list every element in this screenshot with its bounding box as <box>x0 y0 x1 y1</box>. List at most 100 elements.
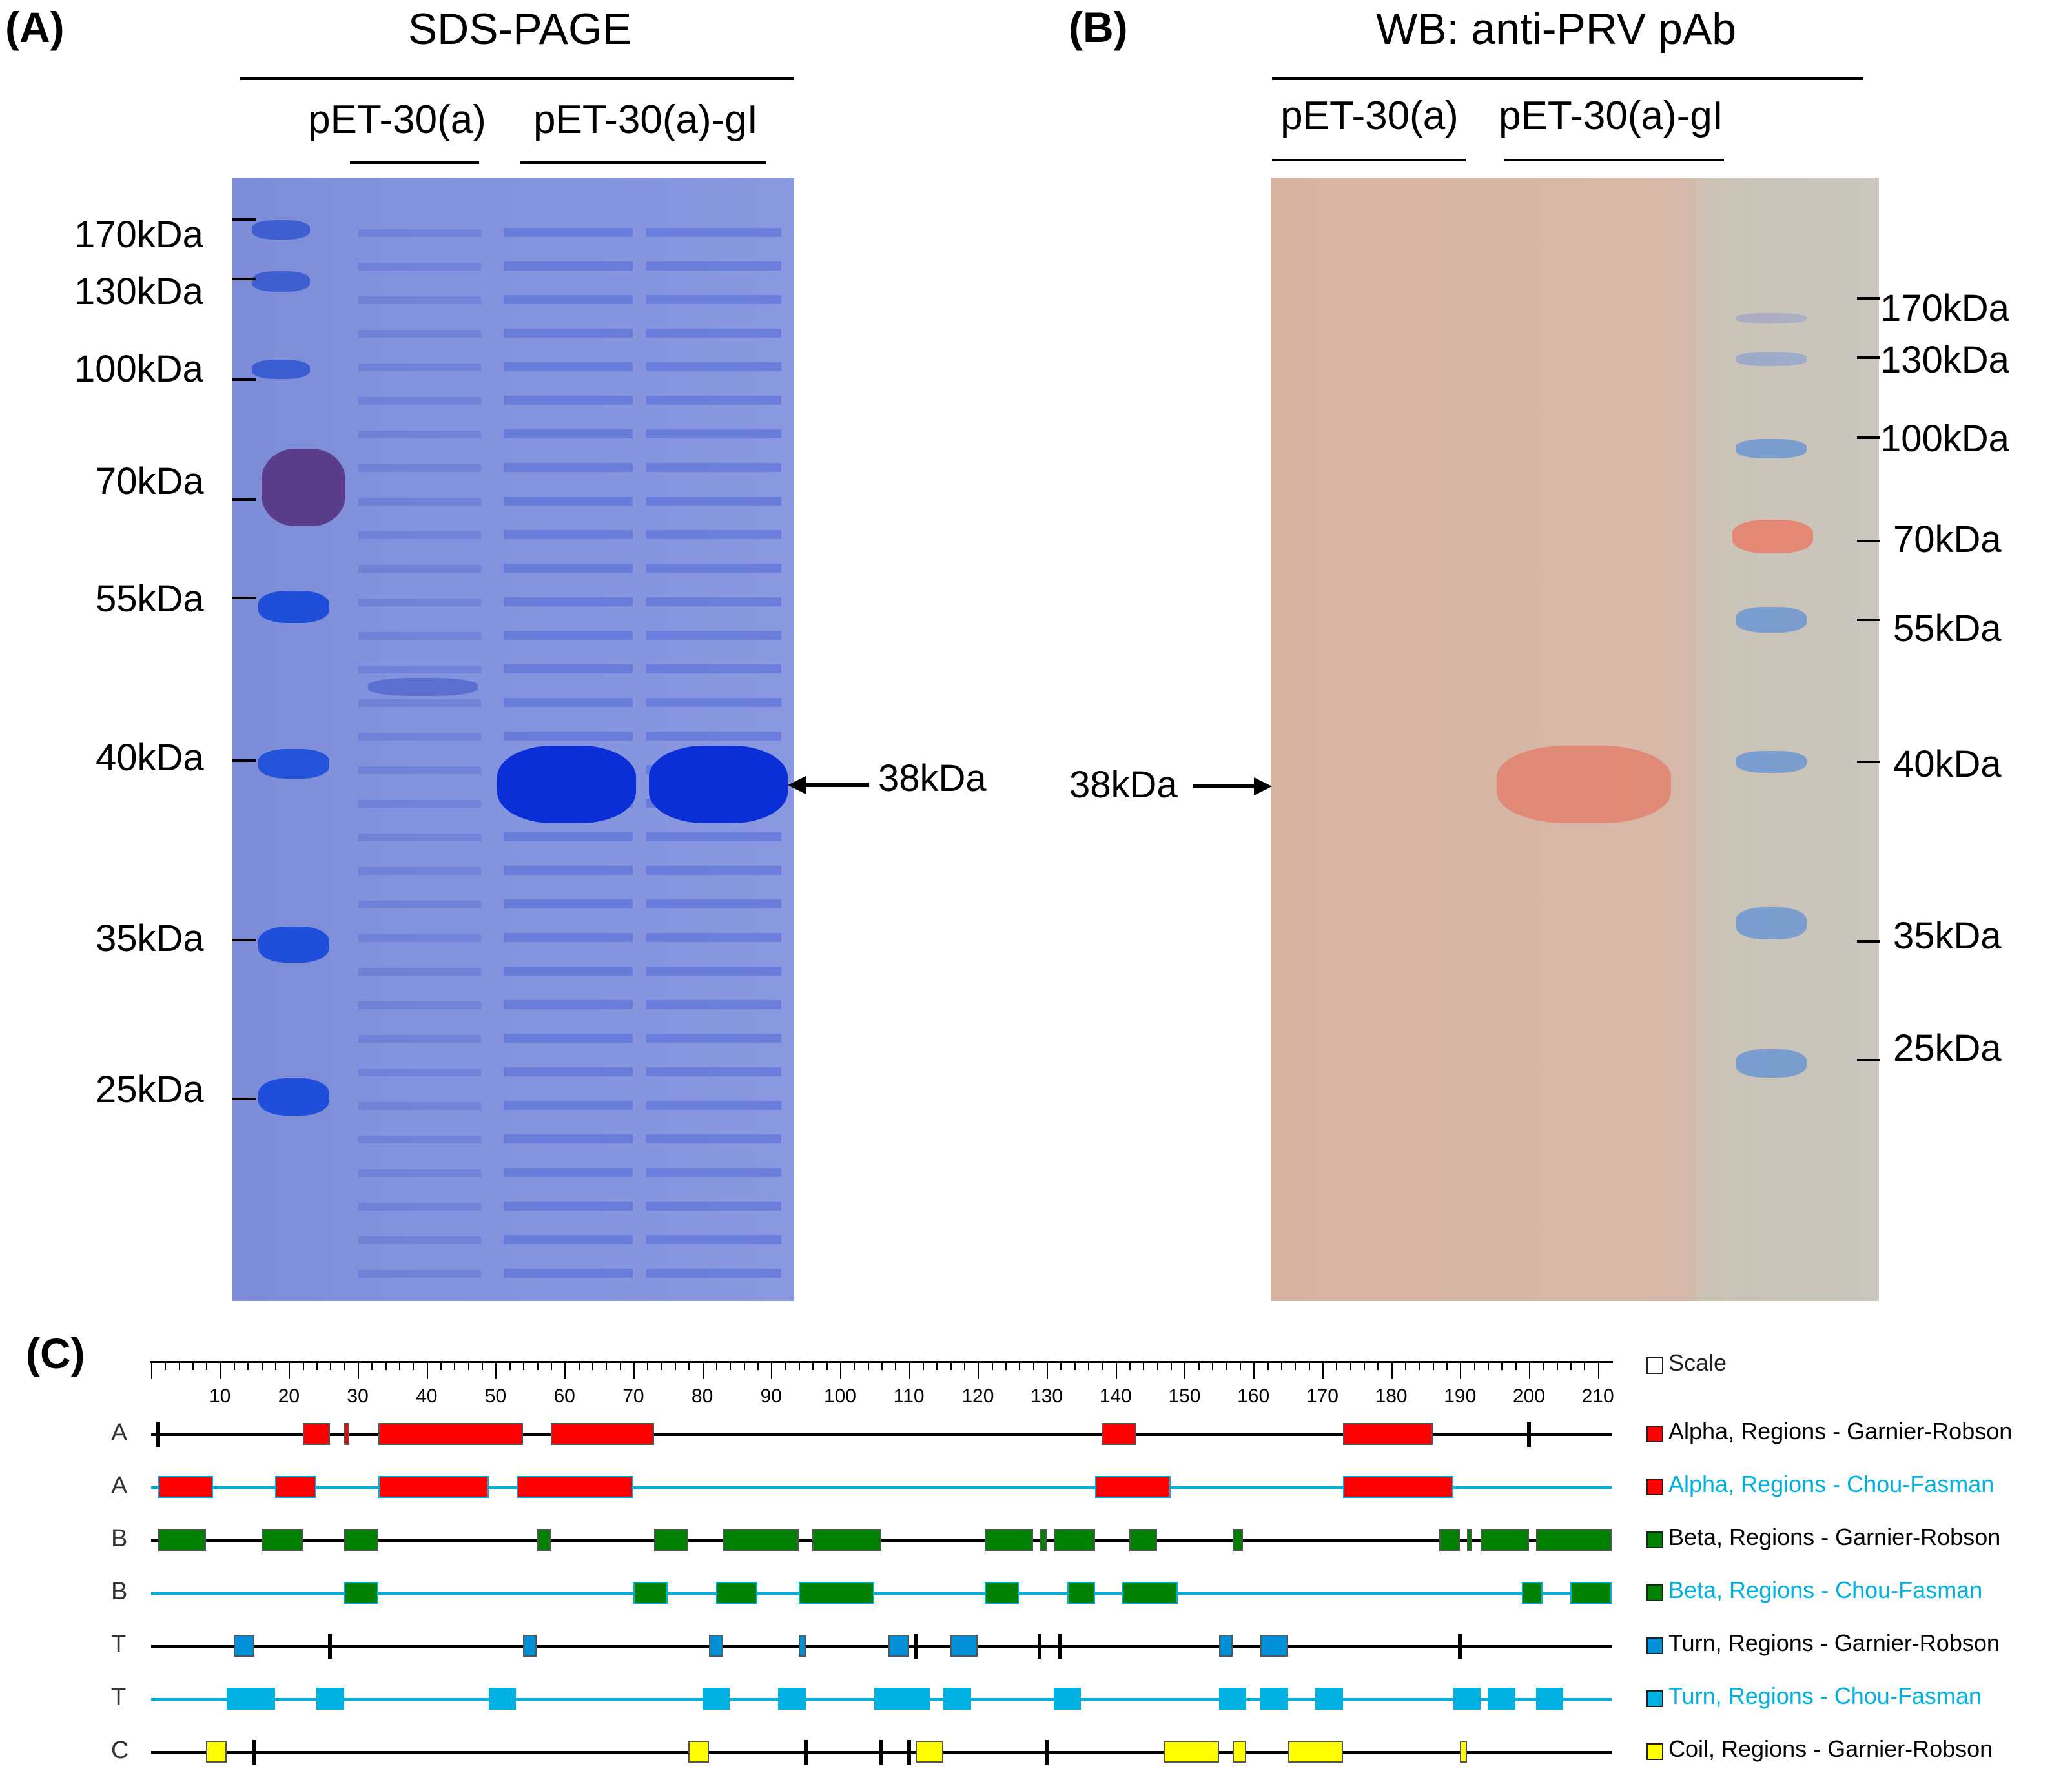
structure-segment <box>1481 1529 1529 1551</box>
scale-tick <box>234 1361 236 1370</box>
secondary-structure-plot: 10 20 30 40 50 60 70 80 90 100 110 120 130 140 150 160 1… <box>0 1343 2072 1782</box>
scale-tick-label: 80 <box>691 1386 713 1407</box>
scale-tick <box>247 1361 249 1370</box>
structure-segment <box>537 1529 551 1551</box>
panel-a-tick-25 <box>232 1098 256 1100</box>
scale-tick-label: 110 <box>893 1386 925 1407</box>
legend-swatch <box>1646 1584 1663 1601</box>
scale-tick <box>1088 1361 1090 1370</box>
wb-marker-40 <box>1736 751 1807 773</box>
panel-a-tick-70 <box>232 498 256 501</box>
panel-b-title-underline <box>1272 77 1863 80</box>
scale-tick <box>798 1361 800 1370</box>
scale-tick <box>509 1361 511 1370</box>
scale-tick <box>358 1361 360 1379</box>
structure-segment <box>1164 1741 1219 1763</box>
legend-text: Coil, Regions - Garnier-Robson <box>1668 1736 1993 1762</box>
panel-b-tick-55 <box>1857 619 1880 621</box>
track-mark <box>328 1634 333 1659</box>
legend-swatch <box>1646 1531 1663 1548</box>
scale-tick <box>302 1361 304 1370</box>
scale-tick <box>1584 1361 1586 1370</box>
lane-1-band-mid <box>368 678 478 696</box>
structure-segment <box>302 1423 331 1445</box>
scale-tick <box>854 1361 856 1370</box>
panel-b-tick-70 <box>1857 540 1880 542</box>
scale-tick <box>661 1361 662 1370</box>
structure-segment <box>550 1423 654 1445</box>
panel-a-marker-100: 100kDa <box>74 348 203 390</box>
panel-a-letter: (A) <box>5 3 65 51</box>
scale-tick <box>826 1361 828 1370</box>
structure-segment <box>812 1529 881 1551</box>
track-label: A <box>111 1472 128 1499</box>
structure-segment <box>1522 1582 1543 1604</box>
scale-tick <box>1501 1361 1503 1370</box>
scale-tick <box>151 1361 152 1379</box>
structure-segment <box>950 1635 978 1657</box>
scale-tick <box>591 1361 593 1370</box>
structure-segment <box>275 1476 317 1498</box>
panel-b-marker-55: 55kDa <box>1893 608 2002 650</box>
track-baseline <box>151 1433 1612 1436</box>
scale-tick <box>730 1361 732 1370</box>
scale-tick-label: 210 <box>1581 1386 1614 1407</box>
structure-segment <box>1460 1741 1467 1763</box>
structure-segment <box>688 1741 710 1763</box>
legend-text: Turn, Regions - Chou-Fasman <box>1668 1683 1982 1709</box>
marker-band-55 <box>258 591 329 623</box>
scale-tick <box>1419 1361 1421 1370</box>
scale-tick <box>192 1361 194 1370</box>
scale-tick <box>715 1361 717 1370</box>
structure-segment <box>798 1582 875 1604</box>
track-label: B <box>111 1525 128 1552</box>
wb-marker-100 <box>1736 439 1807 458</box>
scale-tick <box>908 1361 910 1379</box>
scale-tick <box>674 1361 676 1370</box>
scale-tick-label: 140 <box>1099 1386 1132 1407</box>
marker-band-70 <box>262 449 345 526</box>
structure-segment <box>1570 1582 1612 1604</box>
structure-segment <box>1218 1635 1233 1657</box>
panel-a-tick-35 <box>232 939 256 941</box>
structure-segment <box>1040 1529 1047 1551</box>
track-mark <box>1038 1634 1042 1659</box>
scale-tick <box>881 1361 883 1370</box>
track-label: T <box>111 1684 127 1711</box>
panel-b-tick-170 <box>1857 297 1880 300</box>
scale-tick <box>936 1361 938 1370</box>
panel-b-lane2-underline <box>1504 159 1724 161</box>
structure-segment <box>1439 1529 1461 1551</box>
panel-a-marker-70: 70kDa <box>96 460 204 502</box>
legend-text: Beta, Regions - Chou-Fasman <box>1668 1577 1983 1603</box>
structure-segment <box>1535 1688 1564 1710</box>
legend-text: Alpha, Regions - Chou-Fasman <box>1668 1471 1995 1497</box>
structure-segment <box>1122 1582 1178 1604</box>
panel-b-lane1-underline <box>1272 159 1466 161</box>
lane-2-target-band <box>497 746 636 823</box>
structure-segment <box>316 1688 344 1710</box>
structure-segment <box>378 1476 489 1498</box>
scale-tick <box>867 1361 869 1370</box>
scale-tick <box>771 1361 773 1379</box>
scale-tick-label: 30 <box>347 1386 369 1407</box>
wb-target-band <box>1497 746 1671 823</box>
scale-tick <box>702 1361 704 1379</box>
structure-segment <box>344 1582 379 1604</box>
track-label: B <box>111 1578 128 1605</box>
scale-tick-label: 170 <box>1306 1386 1339 1407</box>
scale-tick-label: 190 <box>1444 1386 1477 1407</box>
structure-segment <box>777 1688 806 1710</box>
scale-tick <box>275 1361 277 1370</box>
scale-tick <box>688 1361 690 1370</box>
scale-tick <box>1528 1361 1530 1379</box>
scale-tick <box>1446 1361 1448 1370</box>
scale-tick <box>1212 1361 1214 1370</box>
scale-tick <box>606 1361 608 1370</box>
panel-a-marker-35: 35kDa <box>96 917 204 959</box>
scale-tick <box>1391 1361 1393 1379</box>
track-baseline <box>151 1645 1612 1648</box>
scale-tick <box>839 1361 841 1379</box>
track-mark <box>1058 1634 1063 1659</box>
wb-marker-25 <box>1736 1049 1807 1078</box>
